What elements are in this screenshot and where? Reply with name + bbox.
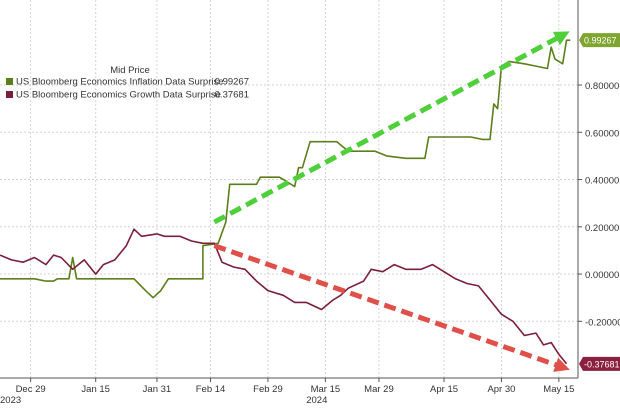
last-value-tag-bg — [579, 33, 620, 48]
grid — [0, 0, 578, 378]
y-tick-label: 0.60000 — [585, 128, 619, 139]
y-tick-label: 0.80000 — [585, 81, 619, 92]
trend-arrow-down — [213, 243, 570, 372]
x-year-label: 2023 — [0, 395, 21, 404]
y-tick-label: 0.00000 — [585, 270, 619, 281]
x-tick-label: May 15 — [543, 384, 574, 395]
legend-label: US Bloomberg Economics Growth Data Surpr… — [16, 90, 221, 101]
x-tick-label: Apr 30 — [487, 384, 515, 395]
y-tick-label: -0.20000 — [585, 317, 620, 328]
x-tick-label: Jan 31 — [143, 384, 172, 395]
x-tick-label: Feb 14 — [196, 384, 226, 395]
last-value-tag: 0.99267 — [584, 36, 617, 46]
x-tick-label: Jan 15 — [81, 384, 110, 395]
legend-value: -0.37681 — [211, 90, 249, 101]
series-line-growth — [0, 228, 568, 365]
trend-arrow-up — [213, 31, 570, 225]
legend-swatch — [6, 78, 13, 85]
x-tick-label: Dec 29 — [16, 384, 46, 395]
series-line-inflation — [0, 39, 571, 299]
legend-swatch — [6, 91, 13, 98]
trend-arrows — [213, 31, 570, 372]
x-tick-label: Mar 29 — [364, 384, 394, 395]
x-tick-label: Mar 15 — [311, 384, 341, 395]
y-tick-label: 0.20000 — [585, 223, 619, 234]
series-lines — [0, 39, 571, 365]
legend-value: 0.99267 — [215, 77, 249, 88]
last-value-tag-bg — [579, 356, 620, 371]
x-tick-label: Apr 15 — [430, 384, 458, 395]
x-year-label: 2024 — [306, 395, 327, 404]
y-tick-label: 0.40000 — [585, 176, 619, 187]
legend-title: Mid Price — [110, 65, 150, 76]
last-value-tag: -0.37681 — [584, 359, 620, 369]
legend-label: US Bloomberg Economics Inflation Data Su… — [16, 77, 224, 88]
x-tick-label: Feb 29 — [253, 384, 283, 395]
